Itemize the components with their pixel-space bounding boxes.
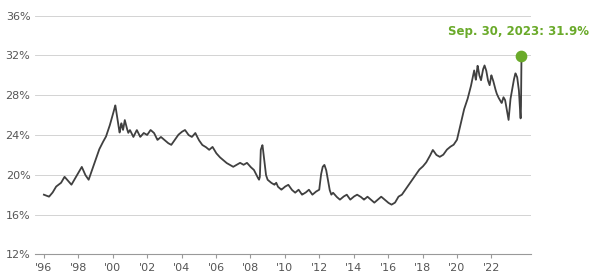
Point <box>517 54 526 59</box>
Text: Sep. 30, 2023: 31.9%: Sep. 30, 2023: 31.9% <box>448 25 589 39</box>
